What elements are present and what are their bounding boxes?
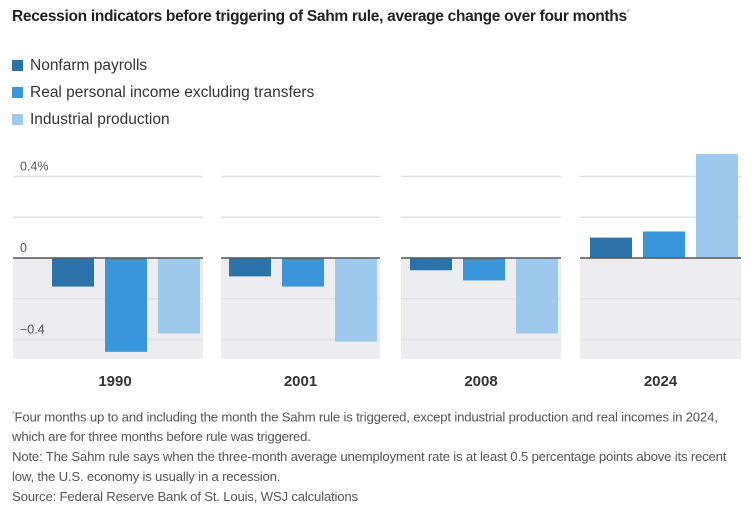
bar-industrial-production-1990 <box>158 258 200 334</box>
bar-industrial-production-2024 <box>696 153 738 258</box>
bar-nonfarm-payrolls-2024 <box>590 237 632 258</box>
bar-real-personal-income-excluding-transfers-2024 <box>643 231 685 258</box>
bar-industrial-production-2001 <box>335 258 377 342</box>
legend-swatch-real-personal-income <box>12 87 23 98</box>
legend-item-industrial-production: Industrial production <box>12 106 314 133</box>
y-tick-label: 0 <box>20 241 27 255</box>
footnote-marker: * <box>12 411 15 418</box>
bar-real-personal-income-excluding-transfers-2001 <box>282 258 324 287</box>
bar-nonfarm-payrolls-2001 <box>229 258 271 277</box>
category-label: 2024 <box>644 373 678 390</box>
footnote-asterisk: *Four months up to and including the mon… <box>12 405 747 447</box>
legend-swatch-industrial-production <box>12 114 23 125</box>
legend-item-real-personal-income: Real personal income excluding transfers <box>12 79 314 106</box>
bar-real-personal-income-excluding-transfers-2008 <box>463 258 505 281</box>
legend: Nonfarm payrolls Real personal income ex… <box>12 52 314 133</box>
footnote-note: Note: The Sahm rule says when the three-… <box>12 449 727 485</box>
bar-real-personal-income-excluding-transfers-1990 <box>105 258 147 352</box>
bar-nonfarm-payrolls-2008 <box>410 258 452 271</box>
bar-nonfarm-payrolls-1990 <box>52 258 94 287</box>
negative-region-bg <box>580 258 741 359</box>
chart-title-text: Recession indicators before triggering o… <box>12 8 627 26</box>
y-tick-label: 0.4% <box>20 159 49 173</box>
footnote-asterisk-text: Four months up to and including the mont… <box>12 409 718 445</box>
legend-label: Industrial production <box>30 110 170 128</box>
legend-label: Nonfarm payrolls <box>30 56 148 74</box>
chart-plot-area: 1990 2001 2008 2024 0.4% 0 −0.4 <box>13 153 741 390</box>
chart-title: Recession indicators before triggering o… <box>12 8 630 26</box>
legend-label: Real personal income excluding transfers <box>30 83 315 101</box>
category-label: 1990 <box>98 373 131 390</box>
y-tick-label: −0.4 <box>20 323 45 337</box>
footnote-source: Source: Federal Reserve Bank of St. Loui… <box>12 489 358 505</box>
category-label: 2001 <box>284 373 317 390</box>
legend-swatch-nonfarm-payrolls <box>12 60 23 71</box>
category-label: 2008 <box>464 373 497 390</box>
footnotes: *Four months up to and including the mon… <box>12 405 747 507</box>
bar-industrial-production-2008 <box>516 258 558 334</box>
title-asterisk: * <box>626 8 630 17</box>
legend-item-nonfarm-payrolls: Nonfarm payrolls <box>12 52 314 79</box>
